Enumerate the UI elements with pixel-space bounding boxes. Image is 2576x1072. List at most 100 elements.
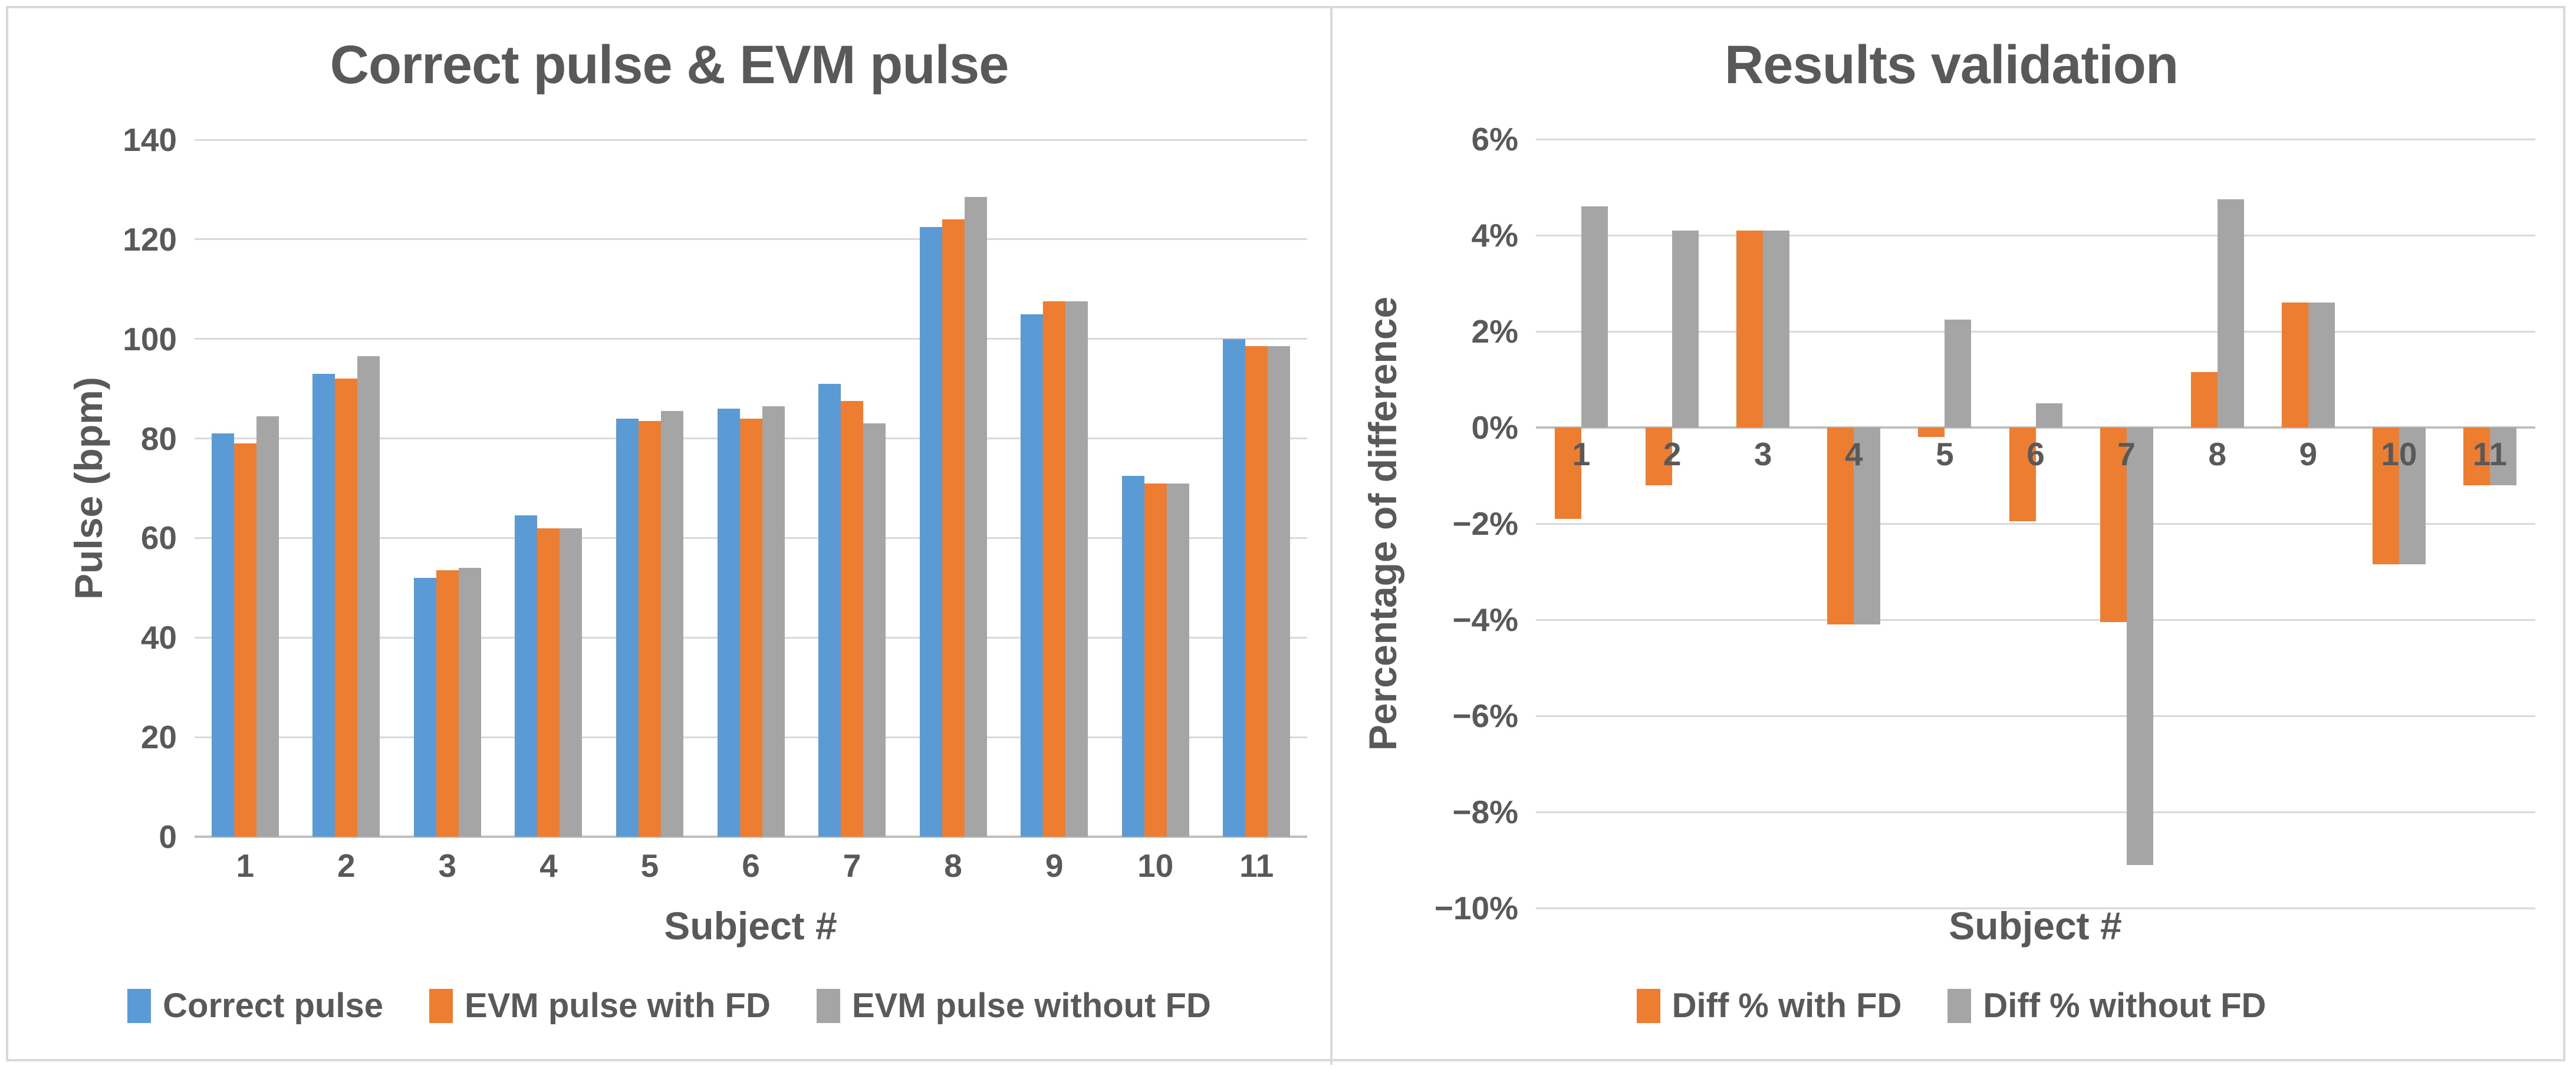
bar-3-evm-pulse-without-fd [458,568,481,837]
x-tick-label: 9 [2299,436,2318,472]
y-tick-label: 60 [140,519,177,557]
bar-3-evm-pulse-with-fd [436,570,459,837]
bar-2-diff-without-fd [1672,230,1699,428]
bar-8-diff-without-fd [2217,199,2244,428]
bar-10-evm-pulse-without-fd [1166,483,1189,837]
legend-swatch-icon [1636,988,1660,1023]
x-tick-label: 5 [1936,436,1954,472]
bar-6-diff-without-fd [2035,403,2062,428]
bar-5-diff-without-fd [1945,319,1972,428]
x-tick-label: 11 [2472,436,2508,472]
bar-5-correct-pulse [616,418,639,837]
bar-9-diff-without-fd [2308,302,2335,428]
bar-3-diff-with-fd [1736,230,1764,428]
legend-swatch-icon [127,988,152,1023]
bar-5-evm-pulse-without-fd [660,411,683,837]
zero-axis-line [1536,426,2535,429]
bar-7-correct-pulse [818,383,841,837]
x-tick-label: 4 [1845,436,1863,472]
y-tick-label: 80 [140,420,177,457]
legend-label: Correct pulse [163,986,384,1025]
gridline [1536,330,2535,333]
bar-5-evm-pulse-with-fd [638,421,661,837]
x-tick-label: 6 [742,847,760,884]
x-tick-label: 5 [640,847,659,884]
bar-1-diff-without-fd [1581,206,1608,428]
y-tick-label: 100 [123,320,177,357]
bar-1-correct-pulse [211,433,234,837]
bar-10-diff-without-fd [2399,428,2426,565]
y-tick-label: 4% [1471,217,1519,254]
y-tick-label: −4% [1452,601,1518,638]
x-tick-label: 6 [2026,436,2045,472]
bar-8-correct-pulse [919,226,942,837]
bar-6-evm-pulse-with-fd [739,418,762,837]
bar-7-diff-with-fd [2100,428,2127,623]
bar-10-correct-pulse [1121,475,1144,837]
x-tick-label: 3 [438,847,457,884]
legend-swatch-icon [816,988,840,1023]
bar-4-diff-with-fd [1827,428,1854,625]
bar-11-correct-pulse [1223,338,1246,837]
bar-1-evm-pulse-with-fd [233,443,256,837]
x-tick-label: 2 [337,847,356,884]
bar-4-correct-pulse [515,515,538,837]
bar-6-evm-pulse-without-fd [762,406,785,837]
y-tick-label: 40 [140,619,177,656]
x-tick-label: 10 [1137,847,1174,884]
gridline [1536,138,2535,140]
legend-label: Diff % with FD [1672,986,1902,1025]
bar-6-correct-pulse [717,408,740,837]
figure-border [6,6,2565,1061]
bar-2-diff-with-fd [1646,428,1673,485]
y-tick-label: −6% [1452,698,1518,734]
x-tick-label: 7 [843,847,861,884]
bar-9-diff-with-fd [2281,302,2308,428]
bar-10-evm-pulse-with-fd [1144,483,1167,837]
x-tick-label: 4 [539,847,558,884]
y-tick-label: 0 [159,818,177,855]
y-tick-label: 140 [123,121,177,158]
panel-divider [1330,7,1333,1065]
y-tick-label: 2% [1471,313,1519,350]
bar-3-diff-without-fd [1763,230,1790,428]
bar-3-correct-pulse [413,577,436,837]
legend-item: Diff % with FD [1636,986,1902,1025]
y-tick-label: −2% [1452,505,1518,542]
legend-item: EVM pulse without FD [816,986,1211,1025]
pulse-x-axis-title: Subject # [664,904,837,948]
bar-7-diff-without-fd [2126,428,2153,865]
gridline [1536,619,2535,621]
gridline [195,238,1307,241]
zero-axis-line [195,836,1307,838]
bar-6-diff-with-fd [2009,428,2036,521]
bar-2-evm-pulse-with-fd [335,379,358,837]
pulse-chart-legend: Correct pulse EVM pulse with FD EVM pulse … [7,986,1331,1025]
gridline [1536,811,2535,813]
y-tick-label: 20 [140,719,177,756]
x-tick-label: 8 [944,847,962,884]
x-tick-label: 9 [1045,847,1064,884]
legend-item: Correct pulse [127,986,383,1025]
legend-label: Diff % without FD [1983,986,2266,1025]
y-tick-label: 120 [123,221,177,258]
bar-7-evm-pulse-without-fd [863,423,886,837]
bar-8-evm-pulse-with-fd [942,219,965,837]
gridline [1536,715,2535,717]
legend-label: EVM pulse with FD [465,986,771,1025]
validation-chart-title: Results validation [1724,35,2179,95]
x-tick-label: 10 [2381,436,2417,472]
bar-4-evm-pulse-without-fd [560,528,583,837]
bar-4-diff-without-fd [1854,428,1881,625]
y-tick-label: 0% [1471,409,1519,446]
bar-10-diff-with-fd [2372,428,2399,565]
x-tick-label: 7 [2117,436,2136,472]
legend-item: EVM pulse with FD [429,986,771,1025]
x-tick-label: 1 [1572,436,1591,472]
bar-2-correct-pulse [312,373,335,837]
bar-5-diff-with-fd [1918,428,1945,438]
bar-11-diff-with-fd [2463,428,2490,485]
validation-x-axis-title: Subject # [1949,904,2122,948]
bar-9-evm-pulse-without-fd [1065,301,1088,837]
